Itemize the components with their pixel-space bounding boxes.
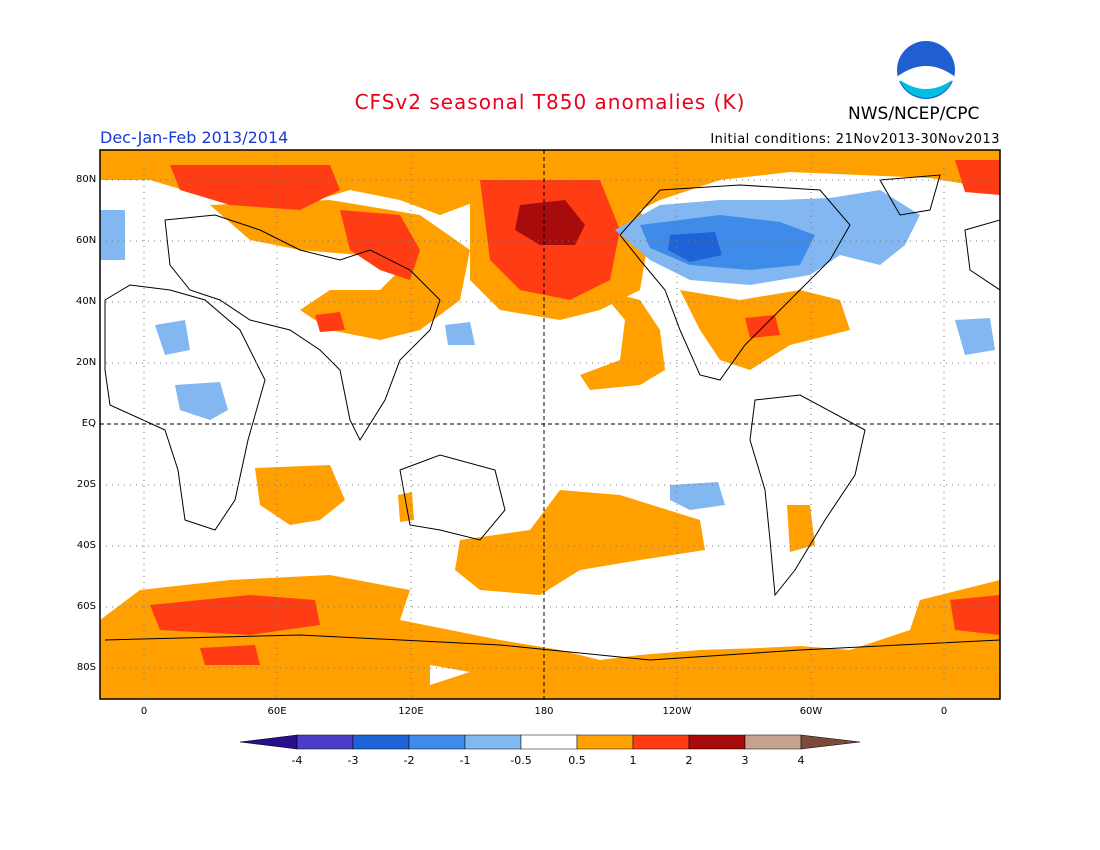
initial-conditions-label: Initial conditions: 21Nov2013-30Nov2013 — [710, 132, 1000, 147]
colorbar — [239, 734, 861, 750]
lat-tick-label: 60N — [76, 235, 97, 246]
lat-tick-label: 40N — [76, 296, 97, 307]
graticule — [100, 150, 1000, 699]
lat-tick-label: 20N — [76, 357, 97, 368]
lat-tick-label: 20S — [76, 479, 96, 490]
map-title: CFSv2 seasonal T850 anomalies (K) — [354, 90, 746, 114]
lat-tick-label: 40S — [76, 540, 96, 551]
colorbar-bin — [688, 734, 746, 750]
map-frame — [99, 149, 1001, 700]
equator-dateline — [100, 150, 1000, 699]
colorbar-bin — [744, 734, 802, 750]
lon-tick-label: 120W — [662, 706, 692, 717]
colorbar-bin — [296, 734, 354, 750]
lon-tick-label: 120E — [398, 706, 424, 717]
colorbar-bin — [632, 734, 690, 750]
colorbar-label: -1 — [459, 754, 471, 767]
anomaly-fields — [100, 150, 1000, 699]
colorbar-bin — [520, 734, 578, 750]
lon-tick-label: 60E — [267, 706, 287, 717]
coastlines — [104, 174, 1000, 661]
colorbar-label: -0.5 — [510, 754, 532, 767]
noaa-logo — [896, 40, 956, 100]
lat-tick-label: 60S — [76, 601, 96, 612]
colorbar-bin — [408, 734, 466, 750]
lon-tick-label: 180 — [534, 706, 554, 717]
colorbar-label: 0.5 — [568, 754, 586, 767]
colorbar-label: -4 — [291, 754, 303, 767]
lat-tick-label: EQ — [81, 418, 96, 429]
colorbar-label: 4 — [797, 754, 805, 767]
season-label: Dec-Jan-Feb 2013/2014 — [100, 128, 289, 147]
colorbar-over — [800, 734, 861, 750]
lon-tick-label: 0 — [940, 706, 948, 717]
colorbar-label: -3 — [347, 754, 359, 767]
colorbar-label: 3 — [741, 754, 749, 767]
lat-tick-label: 80N — [76, 174, 97, 185]
colorbar-bin — [464, 734, 522, 750]
colorbar-bin — [352, 734, 410, 750]
colorbar-bin — [576, 734, 634, 750]
lon-tick-label: 0 — [140, 706, 148, 717]
lon-tick-label: 60W — [799, 706, 823, 717]
colorbar-under — [239, 734, 298, 750]
lat-tick-label: 80S — [76, 662, 96, 673]
colorbar-label: 1 — [629, 754, 637, 767]
agency-label: NWS/NCEP/CPC — [848, 104, 980, 124]
colorbar-label: -2 — [403, 754, 415, 767]
colorbar-label: 2 — [685, 754, 693, 767]
